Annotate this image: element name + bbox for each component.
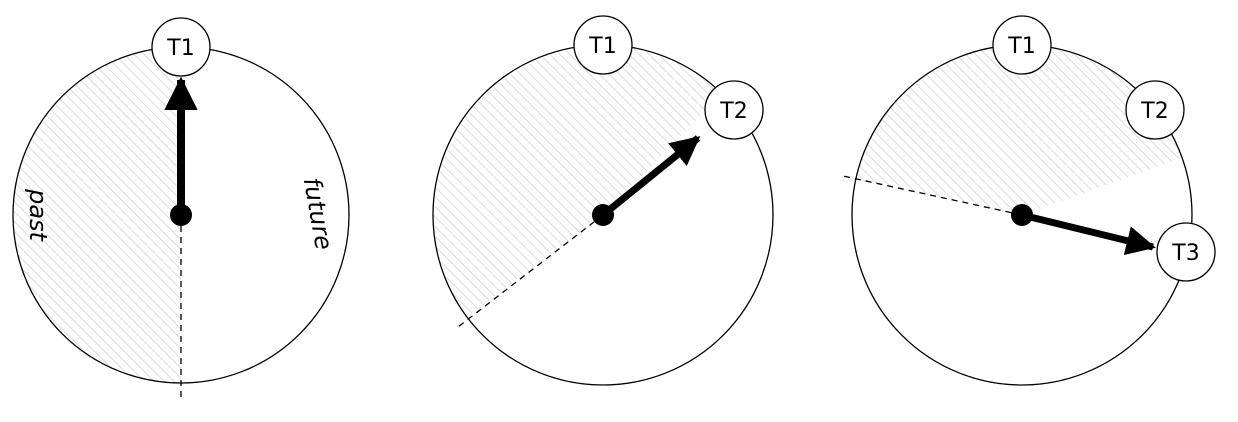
timepoint-node-t2: T2 <box>704 80 764 140</box>
dashed-boundary-line <box>457 214 604 328</box>
clock-center-dot <box>592 204 614 226</box>
future-label: future <box>298 175 338 252</box>
timepoint-node-t3: T3 <box>1156 222 1216 282</box>
timepoint-node-t1: T1 <box>151 17 211 77</box>
timepoint-label: T2 <box>1140 99 1168 124</box>
clock-center-dot <box>170 204 192 226</box>
timepoint-label: T1 <box>166 36 194 61</box>
clock-hand-arrow <box>1021 211 1156 256</box>
timepoint-node-t1: T1 <box>573 15 633 75</box>
dashed-boundary-line <box>842 175 1023 216</box>
timepoint-label: T2 <box>719 99 747 124</box>
past-region <box>856 45 1182 215</box>
past-region <box>13 47 181 383</box>
clock-center-dot <box>1011 204 1033 226</box>
past-label: past <box>24 188 52 242</box>
clock-panel-1: T1 past future <box>12 17 350 400</box>
clock-hand-arrow <box>600 135 701 218</box>
clock-panel-2: T1 T2 <box>432 15 774 386</box>
past-region <box>434 46 722 317</box>
timepoint-label: T1 <box>1007 34 1035 59</box>
timepoint-node-t2: T2 <box>1125 80 1185 140</box>
timepoint-node-t1: T1 <box>992 15 1052 75</box>
timepoint-label: T3 <box>1171 241 1199 266</box>
clock-panel-3: T1 T2 T3 <box>842 15 1216 386</box>
timepoint-label: T1 <box>588 34 616 59</box>
